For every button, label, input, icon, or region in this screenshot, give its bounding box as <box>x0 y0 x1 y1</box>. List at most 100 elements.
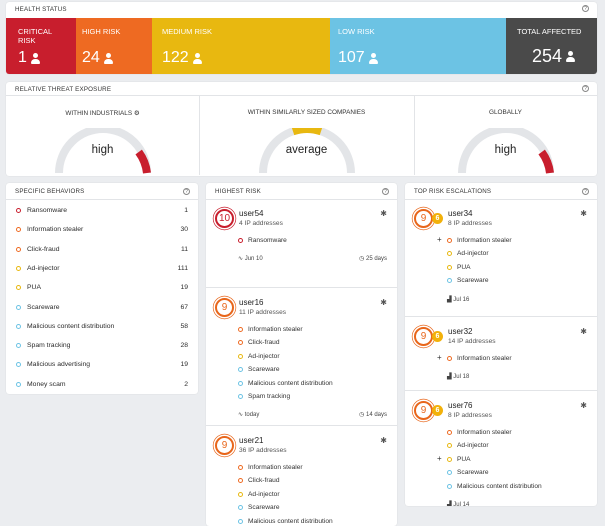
risk-score-badge: 9 <box>215 298 234 317</box>
user-name[interactable]: user21 <box>239 436 264 445</box>
severity-dot-icon <box>16 323 21 329</box>
age-indicator: ◷ 14 days <box>359 411 387 418</box>
gear-icon[interactable]: ✱ <box>580 209 587 218</box>
exposure-similar-title: WITHIN SIMILARLY SIZED COMPANIES <box>247 109 366 116</box>
low-risk-label: LOW RISK <box>338 27 375 36</box>
user-card[interactable]: 9 user21 36 IP addresses ✱ Information steal… <box>206 426 397 526</box>
low-risk-count: 107 <box>338 49 378 67</box>
behavior-row[interactable]: Malicious advertising 19 <box>6 355 198 374</box>
activity-icon: ∿ <box>238 256 245 263</box>
trend-chart-icon: ▟ <box>447 374 454 381</box>
behavior-item: Spam tracking <box>238 393 290 400</box>
user-name[interactable]: user54 <box>239 209 264 218</box>
user-card[interactable]: 10 user54 4 IP addresses ✱ Ransomware ∿ Jun 1… <box>206 199 397 287</box>
critical-risk-segment[interactable]: CRITICAL RISK 1 <box>6 18 76 74</box>
total-affected-count: 254 <box>532 47 576 65</box>
severity-dot-icon <box>16 285 21 291</box>
help-icon[interactable]: ? <box>582 188 589 195</box>
activity-date: ▟ Jul 14 <box>447 501 469 506</box>
trend-chart-icon: ▟ <box>447 502 454 506</box>
gauge-high-icon <box>457 128 554 174</box>
behavior-item-name: Information stealer <box>248 326 303 333</box>
behavior-row[interactable]: Scareware 67 <box>6 298 198 317</box>
severity-dot-icon <box>16 381 21 387</box>
high-risk-segment[interactable]: HIGH RISK 24 <box>76 18 152 74</box>
behavior-row[interactable]: Information stealer 30 <box>6 220 198 239</box>
severity-dot-icon <box>16 343 21 349</box>
behavior-item-name: Malicious content distribution <box>248 379 333 387</box>
behavior-item: Ad-injector <box>447 250 489 257</box>
gear-icon[interactable]: ✱ <box>380 436 387 445</box>
medium-risk-segment[interactable]: MEDIUM RISK 122 <box>152 18 330 74</box>
behavior-row[interactable]: Malicious content distribution 58 <box>6 317 198 336</box>
help-icon[interactable]: ? <box>582 85 589 92</box>
gear-icon[interactable]: ✱ <box>380 298 387 307</box>
help-icon[interactable]: ? <box>382 188 389 195</box>
severity-dot-icon <box>238 327 243 332</box>
new-behavior-plus-icon: + <box>437 235 442 244</box>
user-name[interactable]: user34 <box>448 209 473 218</box>
behavior-row[interactable]: Click-fraud 11 <box>6 240 198 259</box>
ip-address-count: 8 IP addresses <box>448 220 492 227</box>
gear-icon[interactable]: ✱ <box>580 327 587 336</box>
gear-icon[interactable]: ✱ <box>580 401 587 410</box>
user-card[interactable]: 9 6 user32 14 IP addresses ✱ Information stea… <box>405 317 597 390</box>
behavior-count: 30 <box>180 226 188 234</box>
ip-address-count: 11 IP addresses <box>239 309 287 316</box>
behavior-item-name: Ad-injector <box>248 490 280 498</box>
age-indicator: ◷ 25 days <box>359 255 387 262</box>
age-text: 14 days <box>365 412 387 419</box>
severity-dot-icon <box>447 443 452 449</box>
severity-dot-icon <box>238 238 243 243</box>
behavior-item: Ransomware <box>238 237 287 244</box>
ip-address-count: 36 IP addresses <box>239 447 287 454</box>
user-name[interactable]: user32 <box>448 327 473 336</box>
severity-dot-icon <box>238 380 243 386</box>
behavior-item: Click-fraud <box>238 477 280 484</box>
user-name[interactable]: user16 <box>239 298 264 307</box>
behavior-item-name: Information stealer <box>457 237 512 244</box>
behavior-count: 19 <box>180 361 188 369</box>
new-behavior-plus-icon: + <box>437 353 442 362</box>
severity-dot-icon <box>16 304 21 310</box>
total-affected-segment[interactable]: TOTAL AFFECTED 254 <box>506 18 597 74</box>
behavior-item-name: PUA <box>457 263 471 271</box>
low-risk-segment[interactable]: LOW RISK 107 <box>330 18 506 74</box>
behavior-name: Malicious advertising <box>27 361 91 369</box>
ip-address-count: 14 IP addresses <box>448 338 496 345</box>
exposure-industrials-title: WITHIN INDUSTRIALS ⚙ <box>65 110 140 117</box>
ip-address-count: 4 IP addresses <box>239 220 283 227</box>
user-icon <box>566 50 576 62</box>
gauge-high-icon <box>54 128 151 174</box>
user-name[interactable]: user76 <box>448 401 473 410</box>
behavior-row[interactable]: PUA 19 <box>6 278 198 297</box>
activity-date: ∿ today <box>238 411 259 418</box>
user-card[interactable]: 9 6 user76 8 IP addresses ✱ Information steal… <box>405 391 597 506</box>
help-icon[interactable]: ? <box>183 188 190 195</box>
gear-icon[interactable]: ✱ <box>380 209 387 218</box>
severity-dot-icon <box>447 251 452 257</box>
gauge-average-icon <box>258 128 355 174</box>
health-status-panel: HEALTH STATUS ? CRITICAL RISK 1 HIGH RIS… <box>6 2 597 74</box>
behavior-item: Information stealer <box>238 326 303 333</box>
severity-dot-icon <box>447 483 452 489</box>
behavior-count: 11 <box>180 245 188 253</box>
behavior-row[interactable]: Ransomware 1 <box>6 201 198 220</box>
behavior-item: Information stealer <box>447 237 512 244</box>
behavior-row[interactable]: Money scam 2 <box>6 375 198 394</box>
severity-dot-icon <box>238 394 243 399</box>
behavior-item-name: Scareware <box>457 469 489 477</box>
exposure-globally-title: GLOBALLY <box>489 109 522 116</box>
behavior-row[interactable]: Spam tracking 28 <box>6 336 198 355</box>
gear-icon[interactable]: ⚙ <box>133 110 140 117</box>
behavior-count: 58 <box>180 322 188 330</box>
behavior-item: Ad-injector <box>238 353 280 360</box>
behavior-item-name: Scareware <box>457 277 489 285</box>
behavior-row[interactable]: Ad-injector 111 <box>6 259 198 278</box>
highest-risk-list: 10 user54 4 IP addresses ✱ Ransomware ∿ Jun 1… <box>206 199 397 526</box>
user-card[interactable]: 9 6 user34 8 IP addresses ✱ Information steal… <box>405 199 597 316</box>
help-icon[interactable]: ? <box>582 5 589 12</box>
activity-date-text: Jul 14 <box>453 502 470 506</box>
behavior-item-name: Scareware <box>248 504 280 512</box>
user-card[interactable]: 9 user16 11 IP addresses ✱ Information steal… <box>206 288 397 425</box>
